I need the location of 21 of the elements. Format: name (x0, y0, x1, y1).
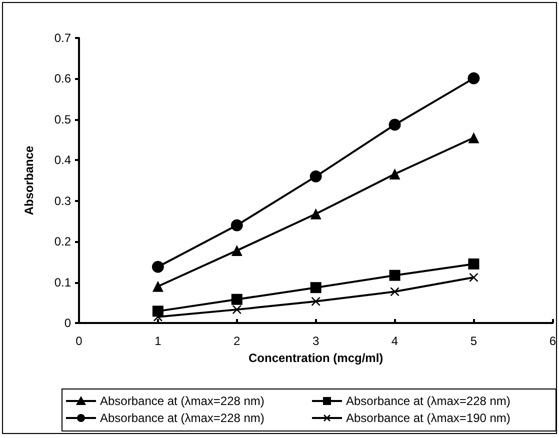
y-tick-label: 0.3 (54, 194, 72, 208)
x-tick-label: 3 (312, 334, 320, 348)
y-tick-label: 0.7 (54, 31, 72, 45)
x-tick-label: 4 (391, 334, 398, 348)
y-tick-label: 0.6 (54, 72, 72, 86)
legend-label: Absorbance at (λmax=228 nm) (346, 394, 510, 408)
y-tick-label: 0.5 (54, 112, 72, 126)
legend-label: Absorbance at (λmax=190 nm) (346, 411, 510, 425)
y-tick-label: 0.2 (54, 234, 72, 249)
y-tick-label: 0 (64, 316, 72, 330)
y-axis-title: Absorbance (22, 146, 36, 216)
x-tick-label: 0 (76, 334, 83, 348)
y-tick-label: 0.1 (54, 275, 72, 290)
x-axis-title: Concentration (mcg/ml) (248, 350, 384, 365)
x-tick-label: 2 (234, 334, 241, 348)
y-tick-label: 0.4 (54, 153, 72, 168)
x-tick-label: 1 (154, 334, 162, 348)
legend-label: Absorbance at (λmax=228 nm) (100, 394, 264, 408)
x-tick-label: 6 (549, 334, 556, 348)
legend-label: Absorbance at (λmax=228 nm) (100, 411, 264, 425)
x-tick-label: 5 (470, 334, 478, 348)
